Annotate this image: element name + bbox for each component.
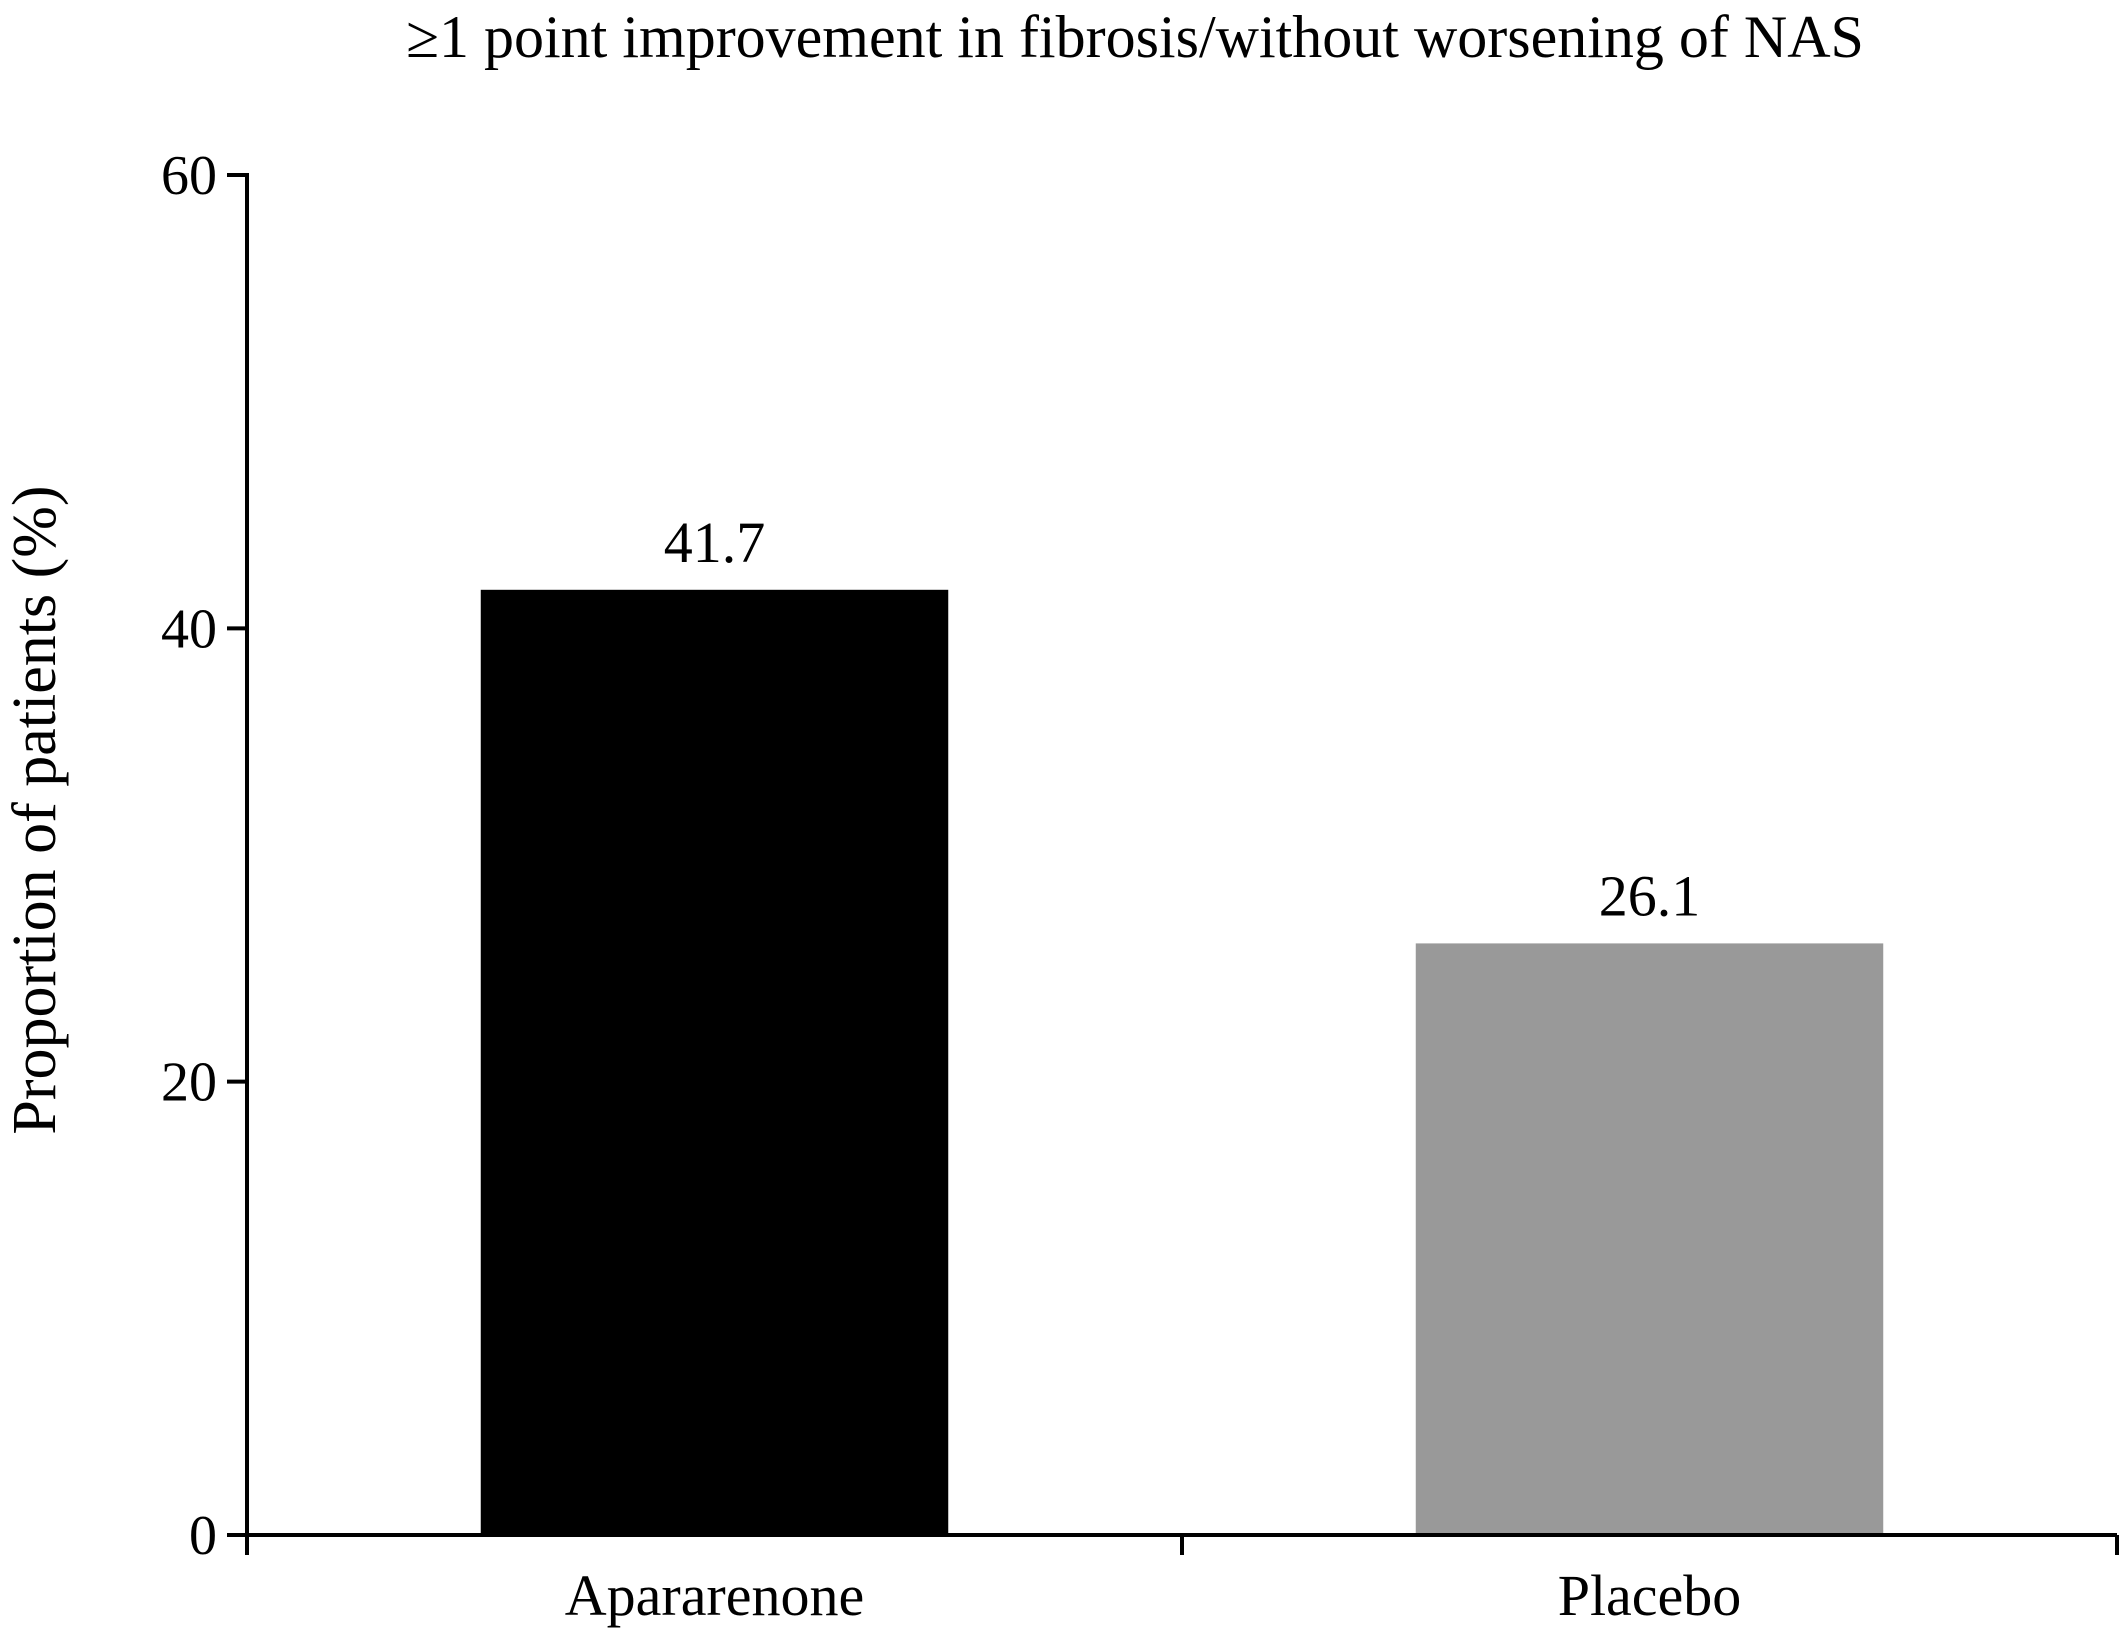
chart-title: ≥1 point improvement in fibrosis/without… [406, 4, 1864, 70]
y-tick-label: 20 [161, 1052, 217, 1114]
x-tick-label-apararenone: Apararenone [565, 1563, 865, 1628]
bars [480, 589, 1884, 1533]
y-tick-label: 60 [161, 145, 217, 207]
data-label-placebo: 26.1 [1599, 863, 1701, 928]
data-label-apararenone: 41.7 [664, 510, 766, 575]
bar-apararenone [480, 589, 949, 1533]
x-tick-label-placebo: Placebo [1558, 1563, 1742, 1628]
labels: 0 20 40 60 41.7 Apararenone 26.1 Placebo [161, 145, 1741, 1628]
bar-placebo [1415, 943, 1884, 1533]
y-tick-label: 40 [161, 598, 217, 660]
y-tick-label: 0 [189, 1505, 217, 1567]
y-axis-label: Proportion of patients (%) [1, 485, 69, 1134]
axes [227, 173, 2119, 1555]
